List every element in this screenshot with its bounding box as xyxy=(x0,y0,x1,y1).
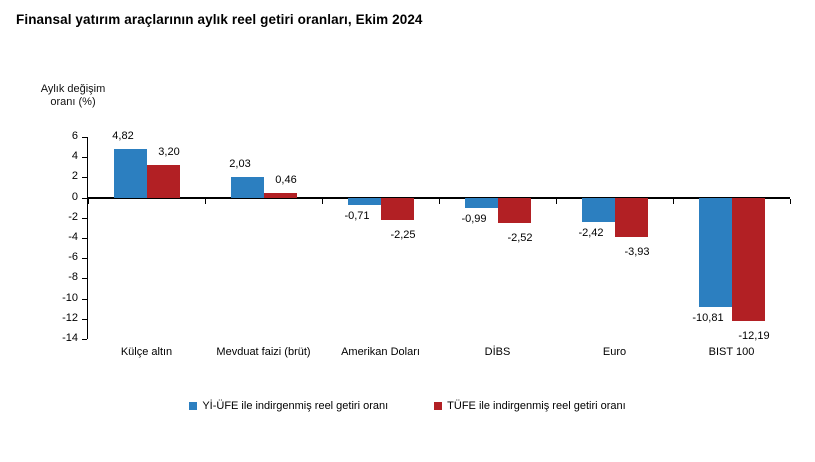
value-label-yiufe-5: -10,81 xyxy=(692,312,724,324)
bar-tufe-1 xyxy=(263,192,297,198)
x-tick-mark xyxy=(556,198,557,204)
legend-swatch-yiufe-icon xyxy=(189,402,198,410)
value-label-tufe-4: -3,93 xyxy=(624,246,650,258)
legend: Yİ-ÜFE ile indirgenmiş reel getiri oranı… xyxy=(0,400,815,412)
y-axis-title-line2: oranı (%) xyxy=(50,96,96,108)
y-tick-mark xyxy=(82,198,87,199)
y-tick-mark xyxy=(82,258,87,259)
x-tick-mark xyxy=(673,198,674,204)
legend-label-yiufe: Yİ-ÜFE ile indirgenmiş reel getiri oranı xyxy=(202,400,389,412)
y-tick-mark xyxy=(82,238,87,239)
value-label-yiufe-0: 4,82 xyxy=(112,130,134,142)
y-tick-mark xyxy=(82,137,87,138)
y-axis-title-line1: Aylık değişim xyxy=(40,83,106,95)
category-label-4: Euro xyxy=(602,346,627,358)
bar-tufe-0 xyxy=(146,165,180,198)
value-label-tufe-1: 0,46 xyxy=(275,174,297,186)
legend-item-tufe: TÜFE ile indirgenmiş reel getiri oranı xyxy=(434,400,626,412)
value-label-yiufe-3: -0,99 xyxy=(461,213,487,225)
category-label-1: Mevduat faizi (brüt) xyxy=(216,346,311,358)
value-label-tufe-5: -12,19 xyxy=(738,330,770,342)
legend-label-tufe: TÜFE ile indirgenmiş reel getiri oranı xyxy=(447,400,626,412)
y-tick-mark xyxy=(82,319,87,320)
category-label-2: Amerikan Doları xyxy=(341,346,420,358)
bar-yiufe-5 xyxy=(698,197,732,307)
bar-tufe-4 xyxy=(614,197,648,238)
y-tick-mark xyxy=(82,177,87,178)
y-tick-label-2: 2 xyxy=(71,170,78,182)
x-tick-mark xyxy=(322,198,323,204)
y-tick-label-0: 0 xyxy=(71,191,78,203)
legend-swatch-tufe-icon xyxy=(434,402,443,410)
value-label-yiufe-2: -0,71 xyxy=(344,210,370,222)
y-tick-label--6: -6 xyxy=(68,251,78,263)
y-axis-title: Aylık değişim oranı (%) xyxy=(26,83,120,109)
value-label-tufe-0: 3,20 xyxy=(158,146,180,158)
y-tick-label--12: -12 xyxy=(62,312,78,324)
value-label-tufe-3: -2,52 xyxy=(507,232,533,244)
bar-yiufe-3 xyxy=(464,197,498,208)
y-tick-mark xyxy=(82,278,87,279)
y-tick-mark xyxy=(82,339,87,340)
y-tick-label-4: 4 xyxy=(71,150,78,162)
y-tick-mark xyxy=(82,157,87,158)
y-tick-label--2: -2 xyxy=(68,211,78,223)
value-label-yiufe-1: 2,03 xyxy=(229,158,251,170)
y-tick-label--4: -4 xyxy=(68,231,78,243)
chart-title: Finansal yatırım araçlarının aylık reel … xyxy=(16,12,423,27)
y-tick-mark xyxy=(82,299,87,300)
bar-yiufe-1 xyxy=(230,177,264,198)
category-label-5: BIST 100 xyxy=(708,346,755,358)
x-tick-mark xyxy=(88,198,89,204)
bar-yiufe-2 xyxy=(347,197,381,205)
y-tick-label-6: 6 xyxy=(71,130,78,142)
bar-yiufe-4 xyxy=(581,197,615,223)
y-tick-mark xyxy=(82,218,87,219)
bar-yiufe-0 xyxy=(113,148,147,198)
zero-baseline xyxy=(88,196,790,199)
legend-item-yiufe: Yİ-ÜFE ile indirgenmiş reel getiri oranı xyxy=(189,400,388,412)
x-tick-mark xyxy=(205,198,206,204)
bar-tufe-5 xyxy=(731,197,765,321)
y-tick-label--8: -8 xyxy=(68,271,78,283)
bar-tufe-2 xyxy=(380,197,414,221)
value-label-tufe-2: -2,25 xyxy=(390,229,416,241)
x-tick-mark xyxy=(439,198,440,204)
y-tick-label--14: -14 xyxy=(62,332,78,344)
category-label-0: Külçe altın xyxy=(120,346,173,358)
y-axis-line xyxy=(87,137,88,339)
y-tick-label--10: -10 xyxy=(62,292,78,304)
category-label-3: DİBS xyxy=(484,346,511,358)
x-tick-mark xyxy=(790,198,791,204)
value-label-yiufe-4: -2,42 xyxy=(578,227,604,239)
bar-tufe-3 xyxy=(497,197,531,224)
